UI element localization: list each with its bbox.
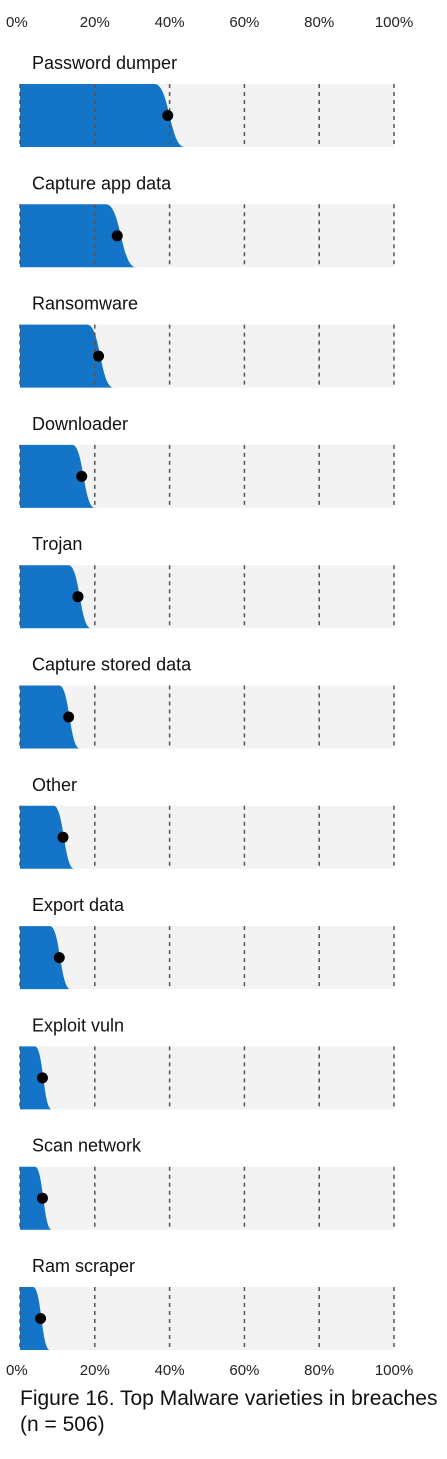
point-estimate (63, 711, 75, 723)
category-label: Password dumper (32, 53, 177, 73)
figure-caption: Figure 16. Top Malware varieties in brea… (20, 1387, 438, 1436)
panel-background (20, 1287, 394, 1350)
x-tick-label-top: 100% (375, 14, 413, 31)
category-label: Downloader (32, 414, 128, 434)
x-tick-label-bottom: 0% (6, 1362, 28, 1379)
panel-background (20, 805, 394, 869)
point-estimate (36, 1192, 48, 1204)
distribution-area (20, 1287, 50, 1350)
category-label: Export data (32, 895, 125, 915)
panel-background (20, 1046, 394, 1110)
distribution-area (20, 1046, 52, 1110)
x-tick-label-bottom: 80% (304, 1362, 334, 1379)
x-tick-label-bottom: 100% (375, 1362, 413, 1379)
point-estimate (76, 470, 88, 482)
category-label: Other (32, 775, 77, 795)
x-tick-label-bottom: 60% (229, 1362, 259, 1379)
distribution-area (20, 565, 92, 629)
point-estimate (35, 1313, 47, 1324)
x-tick-label-bottom: 20% (80, 1362, 110, 1379)
point-estimate (53, 952, 65, 964)
distribution-area (20, 204, 136, 268)
point-estimate (111, 230, 123, 242)
distribution-area (20, 1166, 52, 1230)
point-estimate (162, 110, 174, 121)
x-tick-label-top: 20% (80, 14, 110, 31)
panel-background (20, 926, 394, 990)
x-tick-label-bottom: 40% (155, 1362, 185, 1379)
distribution-area (20, 84, 185, 147)
point-estimate (93, 350, 105, 362)
point-estimate (57, 831, 69, 843)
distribution-area (20, 805, 75, 869)
distribution-area (20, 926, 71, 990)
point-estimate (72, 591, 84, 603)
category-label: Trojan (32, 534, 82, 554)
distribution-area (20, 444, 95, 508)
category-label: Ransomware (32, 294, 138, 314)
category-label: Ram scraper (32, 1256, 135, 1276)
point-estimate (36, 1072, 48, 1084)
category-label: Scan network (32, 1136, 142, 1156)
x-tick-label-top: 80% (304, 14, 334, 31)
category-label: Capture stored data (32, 655, 192, 675)
distribution-area (20, 324, 114, 388)
x-tick-label-top: 60% (229, 14, 259, 31)
distribution-area (20, 685, 80, 749)
panel-background (20, 685, 394, 749)
category-label: Capture app data (32, 173, 172, 193)
x-tick-label-top: 40% (155, 14, 185, 31)
x-tick-label-top: 0% (6, 14, 28, 31)
category-label: Exploit vuln (32, 1015, 124, 1035)
panel-background (20, 1166, 394, 1230)
